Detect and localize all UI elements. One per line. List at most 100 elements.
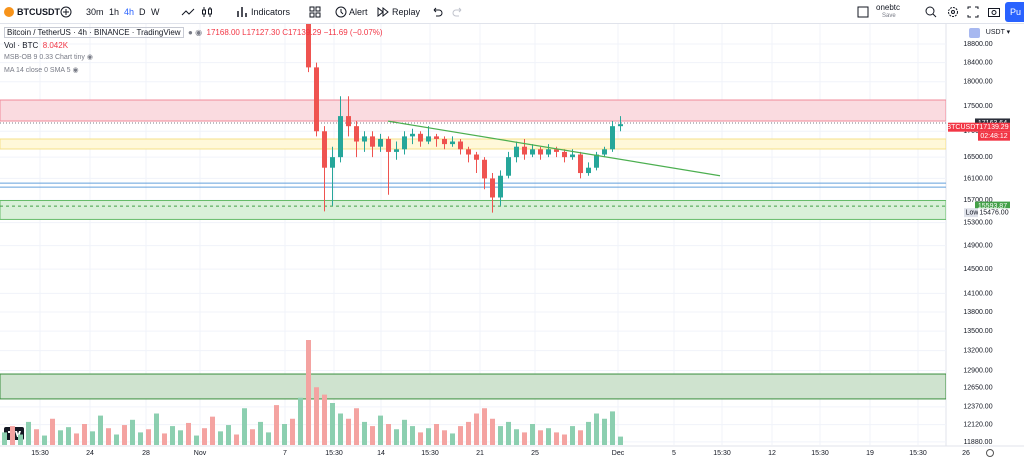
volume-bar	[482, 408, 487, 445]
candle-body	[354, 126, 359, 142]
volume-bar	[34, 429, 39, 445]
interval[interactable]: 30m	[86, 7, 104, 17]
candle-body	[618, 124, 623, 127]
volume-bar	[498, 426, 503, 445]
candle-body	[330, 157, 335, 168]
undo-button[interactable]	[430, 4, 444, 20]
candle-body	[386, 138, 391, 152]
indicators-icon[interactable]	[236, 4, 250, 20]
candle-body	[450, 141, 455, 145]
snapshot-button[interactable]	[987, 4, 1001, 20]
candle-body	[522, 146, 527, 155]
symbol-tag: BTCUSDT	[946, 124, 980, 131]
volume-bar	[514, 429, 519, 445]
replay-icon[interactable]	[376, 4, 390, 20]
legend-volume: Vol · BTC 8.042K	[4, 40, 383, 53]
dashed-level-label-box	[975, 201, 1010, 211]
x-tick-label: 15:30	[811, 450, 829, 457]
low-tag-box	[964, 208, 980, 218]
search-button[interactable]	[924, 4, 938, 20]
indicator-name[interactable]: MA 14 close 0 SMA 5	[4, 66, 71, 74]
volume-bar	[346, 418, 351, 445]
x-tick-label: 7	[283, 450, 287, 457]
x-tick-label: 26	[962, 450, 970, 457]
indicators-button[interactable]: Indicators	[251, 7, 291, 17]
settings-button[interactable]	[946, 4, 960, 20]
y-tick-label: 18400.00	[963, 59, 992, 66]
candle-body	[346, 116, 351, 127]
plot-area	[0, 24, 946, 445]
candle-body	[306, 24, 311, 68]
x-tick-label: 5	[672, 450, 676, 457]
redo-button[interactable]	[451, 4, 465, 20]
layout-button[interactable]	[308, 4, 322, 20]
alert-button[interactable]: Alert	[349, 7, 368, 17]
symbol-tag-box	[948, 122, 978, 132]
volume-bar	[10, 426, 15, 445]
volume-bar	[506, 421, 511, 445]
x-tick-label: 15:30	[31, 450, 49, 457]
volume-bar	[114, 434, 119, 445]
trendline	[387, 120, 721, 177]
interval[interactable]: W	[151, 7, 160, 17]
symbol[interactable]: BTCUSDT	[17, 7, 60, 17]
legend-title[interactable]: Bitcoin / TetherUS · 4h · BINANCE · Trad…	[4, 27, 184, 38]
volume-bar	[562, 434, 567, 445]
volume-bar	[18, 434, 23, 445]
volume-bar	[386, 424, 391, 445]
chart-style-button[interactable]	[200, 4, 216, 20]
low-price-box	[978, 208, 1010, 218]
low-price: 15476.00	[979, 210, 1008, 217]
candle-body	[594, 154, 599, 168]
volume-bar	[554, 432, 559, 445]
compare-button[interactable]	[60, 4, 72, 20]
publish-label[interactable]: Pu	[1010, 7, 1022, 17]
candle-body	[378, 138, 383, 147]
toolbar: BTCUSDT 30m 1h 4h D W Indicators Alert R…	[0, 0, 1024, 24]
publish-button[interactable]: Pu	[1005, 2, 1024, 22]
volume-bar	[266, 432, 271, 445]
volume-bar	[186, 422, 191, 445]
chart-type-button[interactable]	[180, 4, 196, 20]
volume-bar	[122, 425, 127, 445]
y-tick-label: 15700.00	[963, 197, 992, 204]
save-button[interactable]: Save	[882, 13, 896, 19]
candle-body	[426, 136, 431, 142]
volume-bar	[282, 424, 287, 445]
interval[interactable]: D	[139, 7, 146, 17]
interval[interactable]: 1h	[109, 7, 120, 17]
countdown: 02:48:12	[980, 133, 1007, 140]
layout-name[interactable]: onebtc	[876, 3, 901, 12]
axis-settings-icon[interactable]	[969, 28, 980, 38]
y-tick-label: 12900.00	[963, 367, 992, 374]
indicator-name[interactable]: MSB-OB 9 0.33 Chart tiny	[4, 54, 85, 61]
y-tick-label: 14900.00	[963, 242, 992, 249]
legend-low: L17127.30	[242, 28, 280, 37]
alert-icon[interactable]	[334, 4, 348, 20]
replay-button[interactable]: Replay	[392, 7, 421, 17]
volume-bar	[298, 397, 303, 445]
y-tick-label: 14100.00	[963, 290, 992, 297]
fullscreen-button[interactable]	[966, 4, 980, 20]
volume-bar	[90, 431, 95, 445]
volume-bar	[410, 426, 415, 445]
candle-body	[458, 141, 463, 150]
volume-bar	[258, 421, 263, 445]
volume-bar	[426, 428, 431, 445]
candle-body	[482, 159, 487, 179]
interval[interactable]: 4h	[124, 7, 135, 17]
candle-body	[394, 149, 399, 152]
legend: Bitcoin / TetherUS · 4h · BINANCE · Trad…	[4, 27, 383, 77]
layout-icon[interactable]	[856, 4, 870, 20]
legend-close: C17139.29	[282, 28, 322, 37]
x-tick-label: 15:30	[325, 450, 343, 457]
candle-body	[490, 178, 495, 198]
candle-body	[514, 146, 519, 158]
currency[interactable]: USDT ▾	[986, 29, 1011, 36]
volume-bar	[354, 408, 359, 445]
settings-icon[interactable]	[986, 449, 994, 457]
volume-bar	[106, 428, 111, 445]
candle-body	[610, 126, 615, 150]
volume-bar	[2, 432, 7, 445]
y-tick-label: 14500.00	[963, 266, 992, 273]
